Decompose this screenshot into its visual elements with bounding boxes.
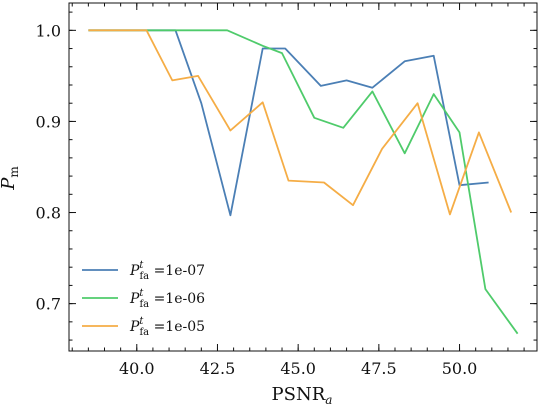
y-axis-label: Pm (0, 166, 21, 191)
legend-label-3: Pt fa =1e-05 (129, 316, 205, 338)
x-tick-label: 40.0 (119, 359, 155, 378)
y-axis-label-sub: m (7, 166, 21, 178)
legend-label-main: P (129, 319, 140, 335)
legend-label-value: =1e-05 (149, 319, 205, 335)
y-tick-label: 0.9 (36, 112, 61, 131)
y-tick-label: 0.7 (36, 295, 61, 314)
x-axis-label-main: PSNR (272, 384, 326, 405)
legend-label-sup: t (139, 260, 144, 271)
legend-label-sup: t (139, 288, 144, 299)
ticks: 40.0 42.5 45.0 47.5 50.0 0.7 0.8 0.9 1.0 (36, 3, 537, 378)
x-tick-label: 47.5 (361, 359, 397, 378)
x-axis-label-sub: a (325, 393, 332, 407)
y-tick-label: 1.0 (36, 21, 61, 40)
plot-frame (68, 2, 538, 352)
legend-label-value: =1e-07 (149, 263, 205, 279)
legend-label-main: P (129, 291, 140, 307)
legend-label-value: =1e-06 (149, 291, 205, 307)
legend-label-sub: fa (139, 299, 149, 310)
x-tick-label: 50.0 (442, 359, 478, 378)
legend-label-1: Pt fa =1e-07 (129, 260, 205, 282)
y-tick-label: 0.8 (36, 204, 61, 223)
legend-label-2: Pt fa =1e-06 (129, 288, 205, 310)
legend-label-main: P (129, 263, 140, 279)
series-line-1 (88, 29, 489, 217)
x-axis-label: PSNRa (272, 384, 333, 407)
series-lines (88, 29, 519, 335)
series-line-3 (88, 29, 513, 216)
legend-label-sup: t (139, 316, 144, 327)
series-line-2 (88, 29, 519, 335)
legend-label-sub: fa (139, 327, 149, 338)
y-axis-label-main: P (0, 177, 19, 191)
legend-label-sub: fa (139, 271, 149, 282)
x-tick-label: 45.0 (280, 359, 316, 378)
x-tick-label: 42.5 (200, 359, 236, 378)
